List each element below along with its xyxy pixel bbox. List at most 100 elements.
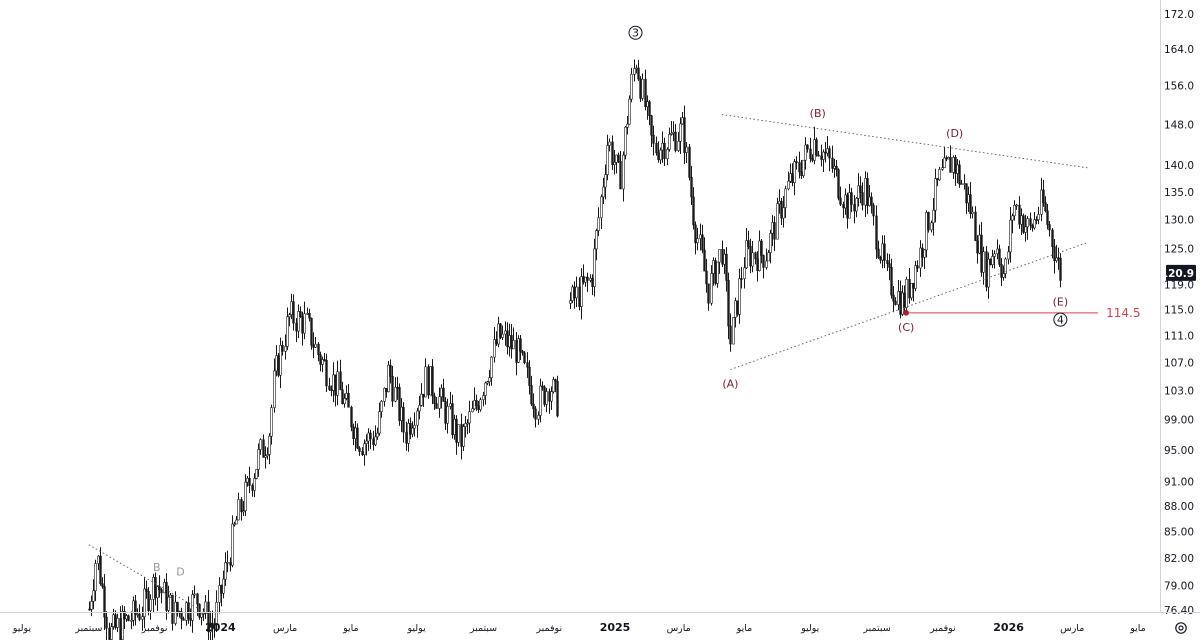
candle-body	[226, 562, 229, 564]
candles-layer	[88, 59, 1062, 640]
candle-body	[297, 311, 300, 332]
candle-body	[586, 276, 589, 281]
candle-body	[160, 589, 163, 594]
candle-body	[692, 196, 695, 226]
candle-body	[413, 424, 416, 429]
candle-body	[246, 478, 249, 483]
candle-body	[641, 78, 644, 99]
price-tick-label: 85.00	[1164, 527, 1194, 539]
candle-body	[171, 594, 174, 624]
candle-body	[894, 300, 897, 305]
candle-body	[389, 364, 392, 377]
candle-body	[657, 152, 660, 161]
candle-body	[251, 485, 254, 491]
candle-body	[582, 276, 585, 283]
candle-body	[308, 313, 311, 319]
candle-body	[903, 292, 906, 308]
candle-body	[266, 454, 269, 457]
candle-body	[374, 436, 377, 446]
candle-body	[477, 405, 480, 410]
candle-body	[758, 240, 761, 271]
candle-body	[679, 123, 682, 142]
candle-body	[323, 359, 326, 361]
chart-settings-button[interactable]	[1170, 619, 1192, 637]
candle-body	[949, 157, 952, 173]
candle-body	[1026, 218, 1029, 228]
candle-body	[94, 563, 97, 592]
candle-body	[224, 562, 227, 580]
wave-label: D	[176, 565, 184, 578]
candle-body	[116, 618, 119, 628]
wave-label-major: 4	[1057, 314, 1064, 327]
price-tick-label: 130.0	[1164, 215, 1194, 227]
candle-body	[138, 613, 141, 620]
candle-body	[584, 276, 587, 283]
candle-body	[976, 240, 979, 254]
candle-body	[1018, 204, 1021, 225]
candle-body	[248, 478, 251, 486]
candle-body	[378, 411, 381, 434]
candle-body	[982, 251, 985, 273]
candle-body	[356, 427, 359, 449]
candle-body	[800, 171, 803, 176]
candle-body	[831, 157, 834, 169]
candle-body	[528, 366, 531, 386]
candle-body	[765, 260, 768, 268]
time-axis[interactable]: يوليو سبتمبر نوفمبر 2024 مارس مايو يوليو سبتمبر…	[0, 612, 1200, 635]
price-tick-label: 103.0	[1164, 386, 1194, 398]
candle-body	[936, 178, 939, 181]
candle-body	[446, 406, 449, 424]
candle-body	[127, 615, 130, 621]
candle-body	[440, 387, 443, 398]
candle-body	[517, 338, 520, 363]
candle-body	[363, 443, 366, 455]
candle-body	[367, 432, 370, 442]
candle-body	[721, 249, 724, 265]
time-tick-label: مايو	[342, 623, 359, 634]
candle-body	[670, 132, 673, 135]
candle-body	[90, 601, 93, 610]
time-tick-label: سبتمبر	[862, 623, 890, 634]
candle-body	[859, 185, 862, 193]
candle-body	[103, 586, 106, 618]
candle-body	[165, 582, 168, 611]
candle-body	[429, 366, 432, 396]
candle-body	[919, 247, 922, 269]
trendline	[721, 114, 1088, 169]
candle-body	[738, 278, 741, 315]
candle-body	[661, 142, 664, 151]
candle-body	[277, 355, 280, 376]
candle-body	[240, 499, 243, 513]
trendline	[730, 242, 1088, 370]
candle-body	[1057, 257, 1060, 260]
candle-body	[1024, 226, 1027, 233]
price-tick-label: 91.00	[1164, 477, 1194, 489]
candle-body	[890, 266, 893, 296]
wave-label: (B)	[810, 107, 826, 120]
candle-body	[879, 257, 882, 261]
candle-body	[457, 424, 460, 443]
candle-body	[575, 286, 578, 299]
price-axis[interactable]: 172.0 164.0 156.0 148.0 140.0 135.0 130.0 125.0…	[1160, 0, 1197, 617]
candle-body	[619, 161, 622, 190]
time-tick-label: يوليو	[12, 623, 32, 634]
candle-body	[659, 149, 662, 161]
candle-body	[600, 196, 603, 219]
candle-body	[694, 224, 697, 244]
candle-body	[97, 555, 100, 564]
candle-body	[991, 256, 994, 265]
candle-body	[861, 192, 864, 206]
candle-body	[141, 616, 144, 620]
candle-body	[512, 340, 515, 350]
candle-body	[611, 141, 614, 165]
candle-body	[1040, 189, 1043, 215]
candle-body	[550, 391, 553, 402]
candle-body	[892, 294, 895, 302]
candle-body	[1015, 204, 1018, 207]
candle-body	[286, 316, 289, 347]
candle-body	[747, 240, 750, 247]
candle-body	[602, 186, 605, 198]
candle-body	[369, 432, 372, 440]
price-tick-label: 119.0	[1164, 280, 1194, 292]
